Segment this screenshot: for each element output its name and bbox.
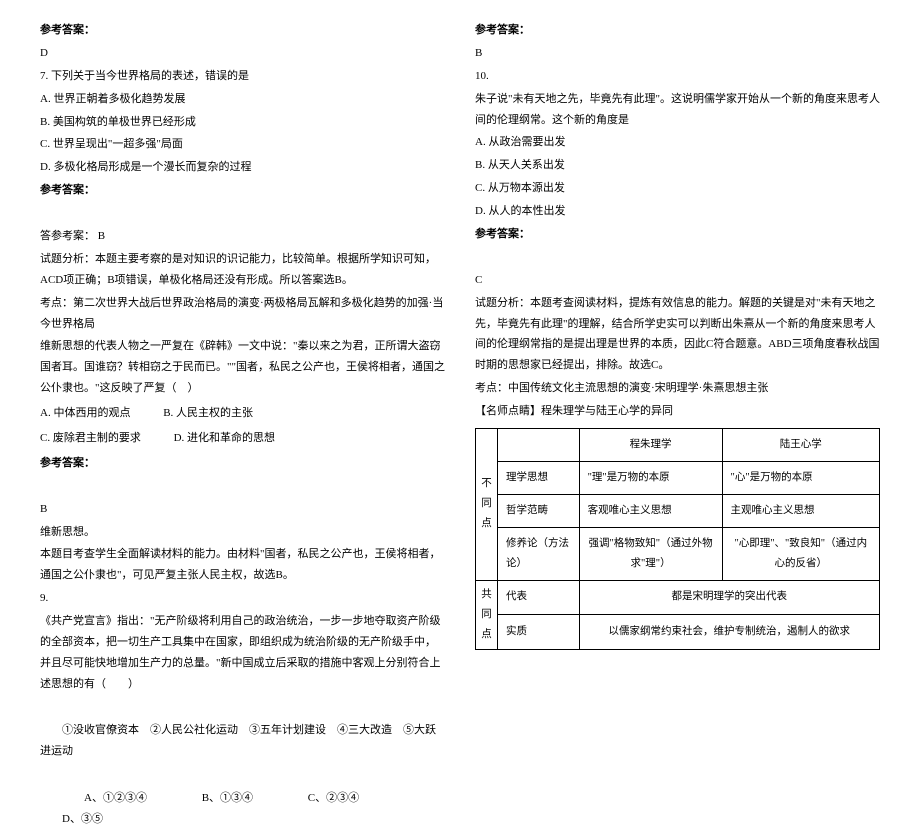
answer-label: 参考答案： [475, 20, 880, 41]
q8-stem: 维新思想的代表人物之一严复在《辟韩》一文中说："秦以来之为君，正所谓大盗窃国者耳… [40, 336, 445, 399]
th-cheng: 程朱理学 [579, 429, 722, 462]
q7-optD: D. 多极化格局形成是一个漫长而复杂的过程 [40, 157, 445, 178]
table-row: 修养论（方法论） 强调"格物致知"（通过外物求"理"） "心即理"、"致良知"（… [476, 527, 880, 580]
q10-analysis: 本题考查阅读材料，提炼有效信息的能力。解题的关键是对"未有天地之先，毕竟先有此理… [475, 297, 880, 372]
r3c1: 强调"格物致知"（通过外物求"理"） [579, 527, 722, 580]
r1c1: "理"是万物的本原 [579, 461, 722, 494]
q9-choices: ①没收官僚资本 ②人民公社化运动 ③五年计划建设 ④三大改造 ⑤大跃进运动 [40, 720, 445, 762]
q10-optD: D. 从人的本性出发 [475, 201, 880, 222]
table-row: 哲学范畴 客观唯心主义思想 主观唯心主义思想 [476, 494, 880, 527]
answer-label: 参考答案： [40, 180, 445, 201]
q9-optB: B、①③④ [180, 788, 253, 809]
q8-optB: B. 人民主权的主张 [163, 403, 253, 424]
r3c0: 修养论（方法论） [498, 527, 580, 580]
th-lu: 陆王心学 [722, 429, 879, 462]
answer-label: 参考答案： [40, 20, 445, 41]
q8-optC: C. 废除君主制的要求 [40, 428, 141, 449]
tip-label: 【名师点睛】 [475, 405, 541, 417]
answer-label: 参考答案： [475, 224, 880, 245]
point-label: 考点： [40, 297, 73, 309]
diff-header: 不同点 [476, 429, 498, 581]
q9-optC: C、②③④ [286, 788, 359, 809]
same-header: 共同点 [476, 580, 498, 649]
q10-answer: C [475, 270, 880, 291]
q8-explain1: 维新思想。 [40, 522, 445, 543]
r4c0: 代表 [498, 580, 580, 614]
analysis-label: 试题分析： [40, 253, 95, 265]
r5c1: 以儒家纲常约束社会，维护专制统治，遏制人的欲求 [579, 615, 879, 649]
q9-opts: A、①②③④ B、①③④ C、②③④ D、③⑤ [40, 788, 445, 830]
r5c0: 实质 [498, 615, 580, 649]
q9-optD: D、③⑤ [40, 809, 103, 830]
r3c2: "心即理"、"致良知"（通过内心的反省） [722, 527, 879, 580]
q7-optC: C. 世界呈现出"一超多强"局面 [40, 134, 445, 155]
left-column: 参考答案： D 7. 下列关于当今世界格局的表述，错误的是 A. 世界正朝着多极… [40, 20, 445, 631]
q8-optD: D. 进化和革命的思想 [174, 428, 275, 449]
r2c1: 客观唯心主义思想 [579, 494, 722, 527]
q8-optA: A. 中体西用的观点 [40, 403, 130, 424]
r1c2: "心"是万物的本原 [722, 461, 879, 494]
q7-analysis: 本题主要考察的是对知识的识记能力，比较简单。根据所学知识可知，ACD项正确；B项… [40, 253, 436, 286]
answer-label: 参考答案： [40, 453, 445, 474]
q10-optA: A. 从政治需要出发 [475, 132, 880, 153]
r2c2: 主观唯心主义思想 [722, 494, 879, 527]
q10-stem: 朱子说"未有天地之先，毕竟先有此理"。这说明儒学家开始从一个新的角度来思考人间的… [475, 89, 880, 131]
q7-optA: A. 世界正朝着多极化趋势发展 [40, 89, 445, 110]
r4c1: 都是宋明理学的突出代表 [579, 580, 879, 614]
q10-optB: B. 从天人关系出发 [475, 155, 880, 176]
q8-opts-row1: A. 中体西用的观点 B. 人民主权的主张 [40, 403, 445, 424]
q9-stem: 《共产党宣言》指出："无产阶级将利用自己的政治统治，一步一步地夺取资产阶级的全部… [40, 611, 445, 695]
q10-optC: C. 从万物本源出发 [475, 178, 880, 199]
q7-stem: 7. 下列关于当今世界格局的表述，错误的是 [40, 66, 445, 87]
q10-point: 中国传统文化主流思想的演变·宋明理学·朱熹思想主张 [508, 382, 768, 394]
answer-ref-label: 答参考案： [40, 230, 95, 242]
r2c0: 哲学范畴 [498, 494, 580, 527]
q7-answer: B [98, 230, 105, 242]
q6-answer: D [40, 43, 445, 64]
right-column: 参考答案： B 10. 朱子说"未有天地之先，毕竟先有此理"。这说明儒学家开始从… [475, 20, 880, 631]
table-row: 共同点 代表 都是宋明理学的突出代表 [476, 580, 880, 614]
table-row: 不同点 程朱理学 陆王心学 [476, 429, 880, 462]
q9-answer: B [475, 43, 880, 64]
q10-num: 10. [475, 66, 880, 87]
q9-num: 9. [40, 588, 445, 609]
q9-optA: A、①②③④ [62, 788, 147, 809]
q10-tip: 程朱理学与陆王心学的异同 [541, 405, 673, 417]
q8-answer: B [40, 499, 445, 520]
analysis-label: 试题分析： [475, 297, 530, 309]
q8-opts-row2: C. 废除君主制的要求 D. 进化和革命的思想 [40, 428, 445, 449]
point-label: 考点： [475, 382, 508, 394]
table-row: 理学思想 "理"是万物的本原 "心"是万物的本原 [476, 461, 880, 494]
q7-optB: B. 美国构筑的单极世界已经形成 [40, 112, 445, 133]
q8-explain2: 本题目考查学生全面解读材料的能力。由材料"国者，私民之公产也，王侯将相者，通国之… [40, 544, 445, 586]
q7-point: 第二次世界大战后世界政治格局的演变·两极格局瓦解和多极化趋势的加强·当今世界格局 [40, 297, 443, 330]
th-blank [498, 429, 580, 462]
comparison-table: 不同点 程朱理学 陆王心学 理学思想 "理"是万物的本原 "心"是万物的本原 哲… [475, 428, 880, 650]
table-row: 实质 以儒家纲常约束社会，维护专制统治，遏制人的欲求 [476, 615, 880, 649]
r1c0: 理学思想 [498, 461, 580, 494]
